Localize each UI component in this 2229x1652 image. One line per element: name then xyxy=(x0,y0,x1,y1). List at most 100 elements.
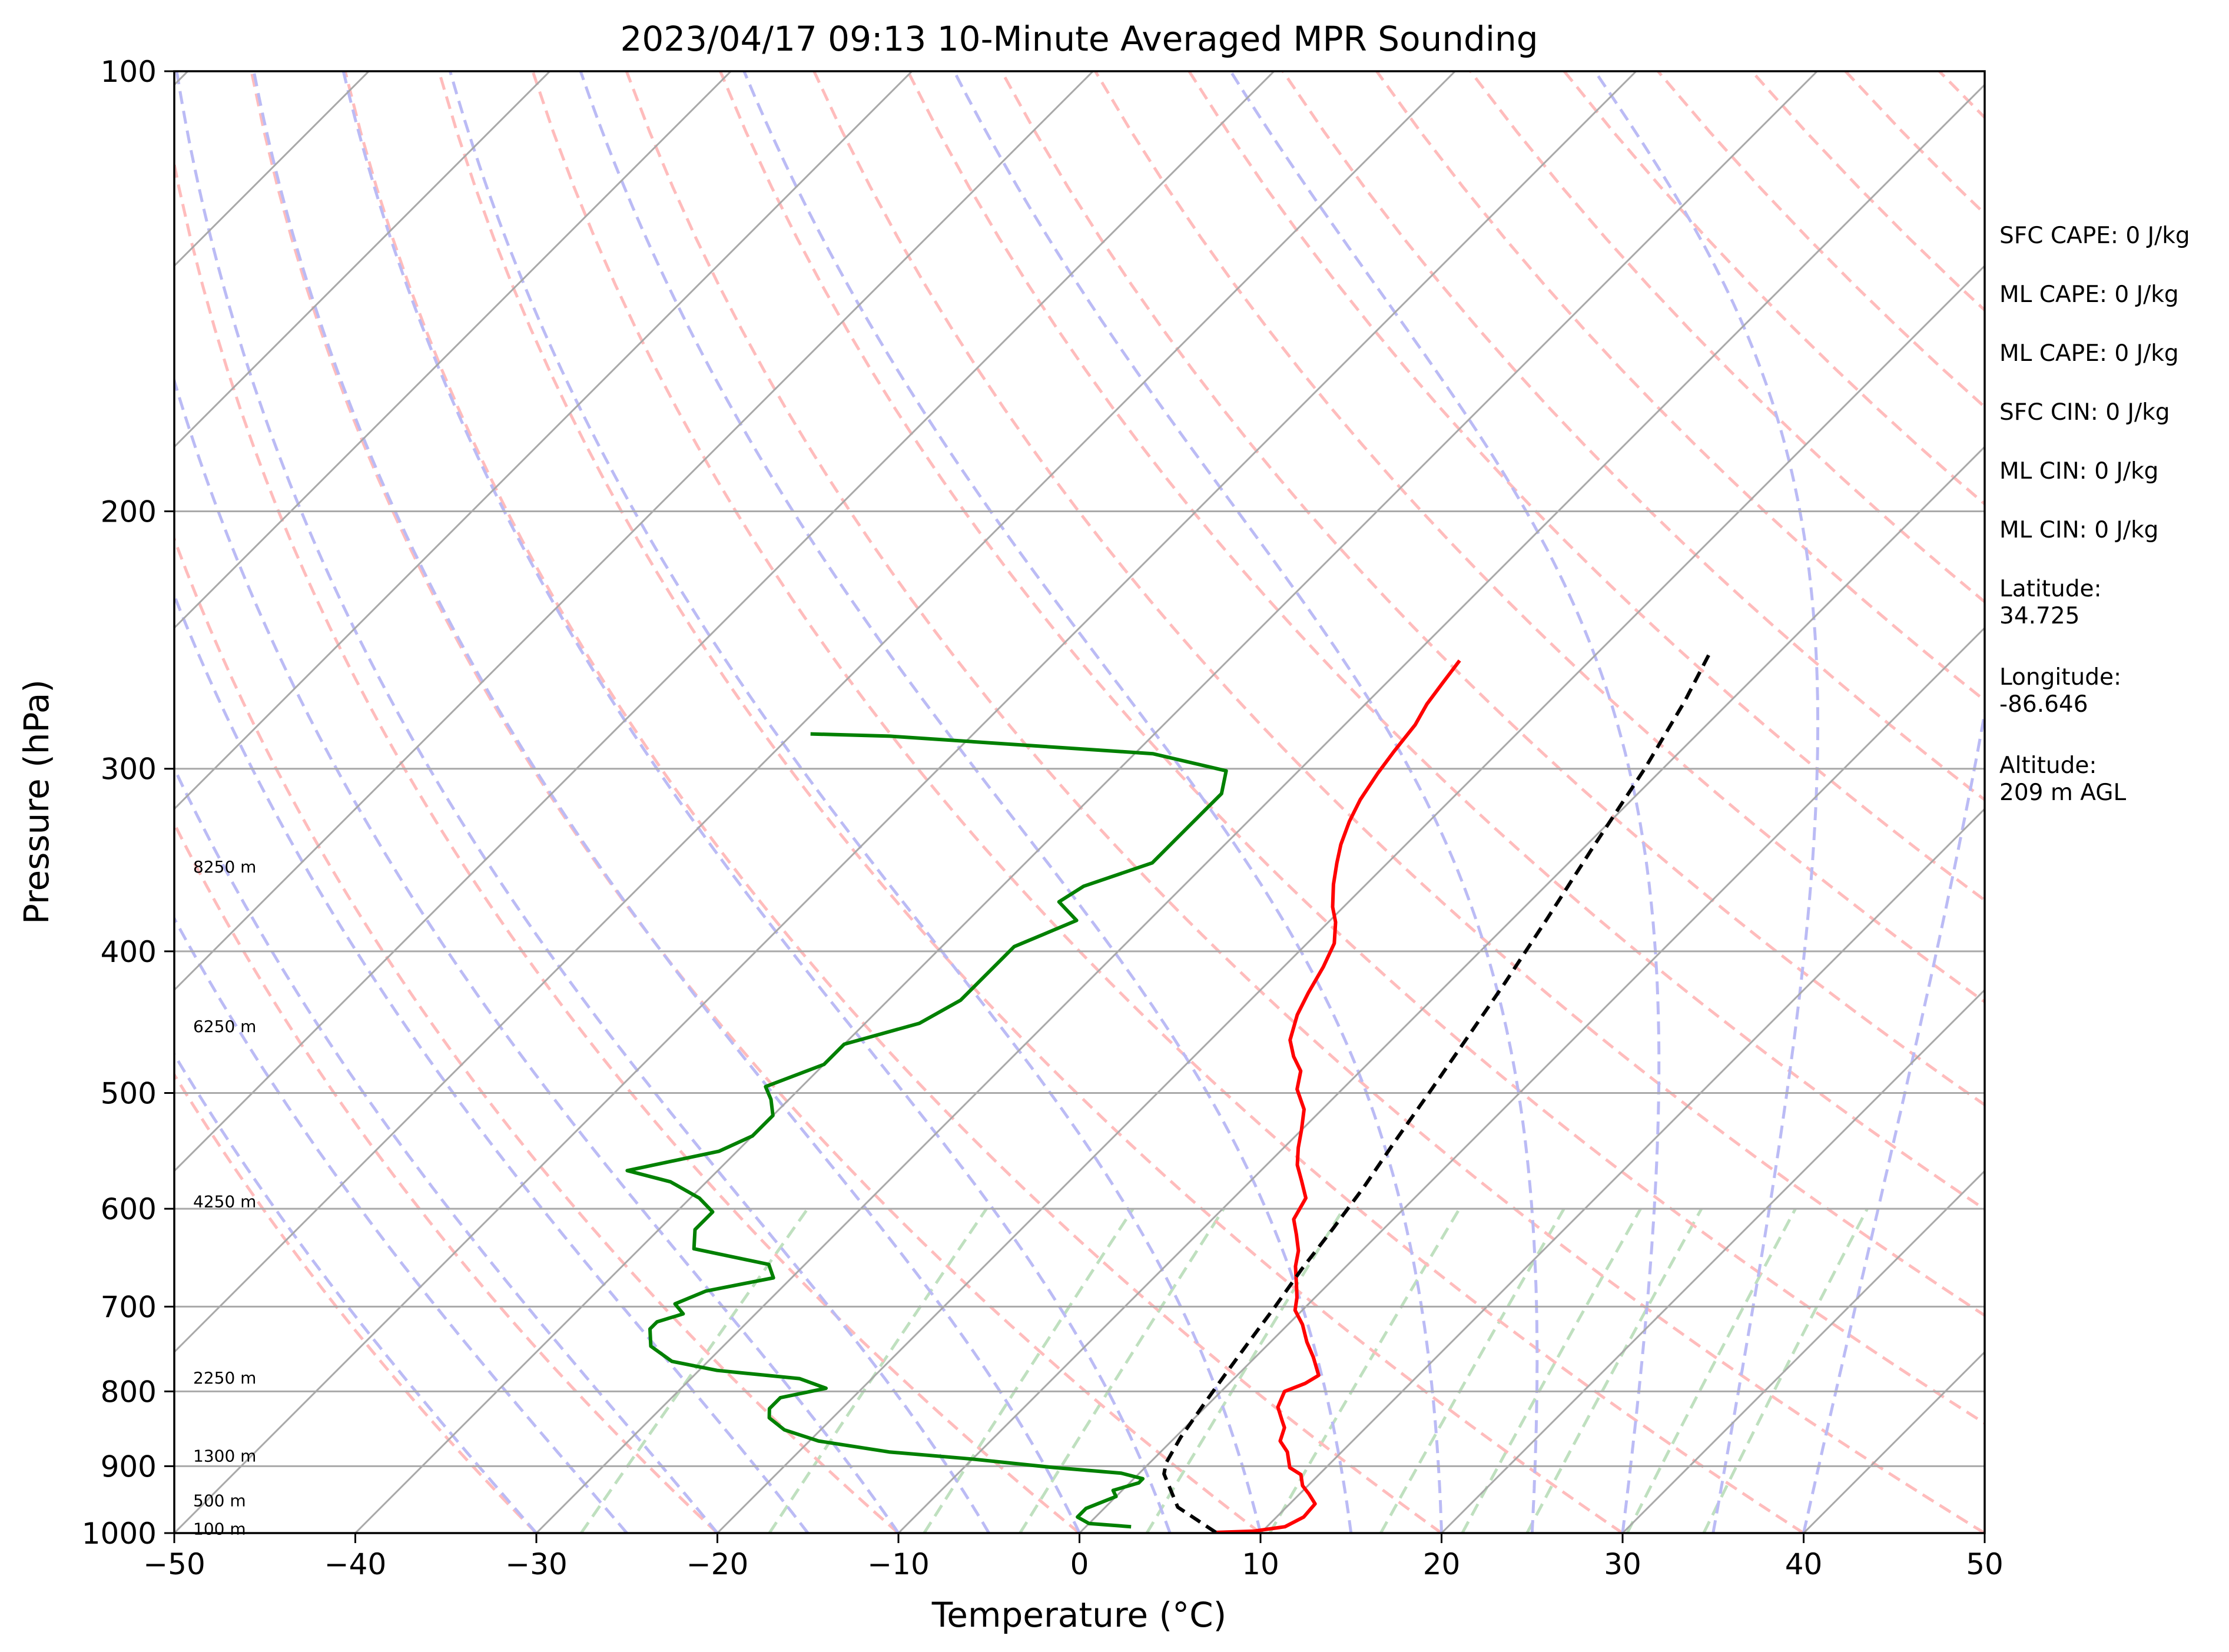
info-text: SFC CIN: 0 J/kg xyxy=(1999,399,2170,426)
mixing-ratio-line xyxy=(1626,1208,1797,1533)
dry-adiabat-line xyxy=(812,71,1985,1318)
parcel-profile-line xyxy=(1162,652,1711,1533)
isotherm-line xyxy=(897,445,1985,1533)
background-reference-lines xyxy=(174,71,1985,1533)
y-tick-label: 900 xyxy=(101,1449,157,1484)
dry-adiabat-lines xyxy=(174,71,1985,1533)
info-text: -86.646 xyxy=(1999,691,2088,718)
moist-adiabat-line xyxy=(449,71,1262,1533)
x-axis-label: Temperature (°C) xyxy=(931,1595,1227,1635)
isotherm-line xyxy=(174,71,1637,1533)
y-axis-label: Pressure (hPa) xyxy=(16,679,57,924)
moist-adiabat-line xyxy=(174,765,719,1533)
x-tick-label: −10 xyxy=(867,1547,930,1581)
isobar-lines xyxy=(174,510,1985,1467)
info-text: Longitude: xyxy=(1999,664,2121,691)
height-label: 2250 m xyxy=(193,1368,256,1388)
dry-adiabat-line xyxy=(1375,71,1985,702)
info-text: 34.725 xyxy=(1999,603,2079,629)
dry-adiabat-line xyxy=(174,820,719,1533)
info-text: ML CAPE: 0 J/kg xyxy=(1999,340,2179,367)
x-tick-label: −30 xyxy=(505,1547,568,1581)
sounding-profiles xyxy=(625,652,1711,1533)
y-axis-ticks: 100 200 300 400 500 600 700 800 900 1000 xyxy=(82,55,174,1551)
info-text: ML CAPE: 0 J/kg xyxy=(1999,281,2179,308)
isotherm-line xyxy=(174,71,1275,1173)
dry-adiabat-line xyxy=(174,157,1081,1533)
isotherm-line xyxy=(717,264,1985,1533)
moist-adiabat-line xyxy=(174,915,628,1533)
height-label: 4250 m xyxy=(193,1192,256,1211)
dry-adiabat-line xyxy=(343,71,1442,1533)
x-tick-label: 30 xyxy=(1604,1547,1641,1581)
height-label: 8250 m xyxy=(193,857,256,877)
dry-adiabat-line xyxy=(250,71,1262,1533)
moist-adiabat-line xyxy=(1229,71,1661,1533)
isotherm-line xyxy=(174,71,1094,991)
moist-adiabat-line xyxy=(175,71,990,1533)
moist-adiabat-line xyxy=(953,71,1539,1533)
info-text: SFC CAPE: 0 J/kg xyxy=(1999,223,2190,249)
info-text: Latitude: xyxy=(1999,576,2102,602)
dry-adiabat-line xyxy=(719,71,1985,1425)
y-tick-label: 800 xyxy=(101,1375,157,1409)
dry-adiabat-line xyxy=(531,71,1805,1533)
moist-adiabat-lines xyxy=(174,71,1985,1533)
y-tick-label: 500 xyxy=(101,1077,157,1111)
x-tick-label: 0 xyxy=(1070,1547,1089,1581)
isotherm-lines xyxy=(174,71,1985,1533)
isotherm-line xyxy=(1259,807,1985,1533)
y-tick-label: 1000 xyxy=(82,1517,157,1551)
isotherm-line xyxy=(1079,626,1985,1533)
x-axis-ticks: −50 −40 −30 −20 −10 0 10 20 30 40 50 xyxy=(143,1533,2004,1581)
x-tick-label: 20 xyxy=(1423,1547,1461,1581)
dry-adiabat-line xyxy=(1188,71,1985,903)
mixing-ratio-line xyxy=(1702,1208,1869,1533)
x-tick-label: −40 xyxy=(324,1547,387,1581)
y-tick-label: 300 xyxy=(101,752,157,787)
isotherm-line xyxy=(1621,1169,1985,1533)
info-text: Altitude: xyxy=(1999,752,2097,779)
y-tick-label: 100 xyxy=(101,55,157,89)
dry-adiabat-line xyxy=(174,1072,538,1533)
y-tick-label: 200 xyxy=(101,495,157,529)
x-tick-label: 40 xyxy=(1785,1547,1823,1581)
dewpoint-profile-line xyxy=(625,732,1228,1529)
height-label: 500 m xyxy=(193,1491,246,1511)
x-tick-label: −20 xyxy=(686,1547,749,1581)
y-tick-label: 700 xyxy=(101,1290,157,1324)
moist-adiabat-line xyxy=(1802,705,1985,1533)
info-text: ML CIN: 0 J/kg xyxy=(1999,517,2158,543)
y-tick-label: 400 xyxy=(101,935,157,969)
height-label: 6250 m xyxy=(193,1017,256,1036)
moist-adiabat-line xyxy=(174,1051,538,1533)
isotherm-line xyxy=(354,71,1818,1533)
height-label: 1300 m xyxy=(193,1446,256,1465)
isotherm-line xyxy=(174,71,1456,1354)
isotherm-line xyxy=(174,71,551,449)
isotherm-line xyxy=(1441,988,1985,1533)
sounding-info-panel: SFC CAPE: 0 J/kg ML CAPE: 0 J/kg ML CAPE: … xyxy=(1999,223,2190,806)
moist-adiabat-line xyxy=(174,375,900,1533)
dry-adiabat-line xyxy=(906,71,1985,1211)
moist-adiabat-line xyxy=(174,591,810,1533)
x-tick-label: 10 xyxy=(1242,1547,1279,1581)
info-text: 209 m AGL xyxy=(1999,779,2126,806)
temperature-profile-line xyxy=(1216,659,1461,1533)
height-label: 100 m xyxy=(193,1519,246,1538)
isotherm-line xyxy=(174,71,732,629)
dry-adiabat-line xyxy=(625,71,1985,1533)
moist-adiabat-line xyxy=(579,71,1353,1533)
isotherm-line xyxy=(535,83,1985,1533)
x-tick-label: −50 xyxy=(143,1547,205,1581)
x-tick-label: 50 xyxy=(1966,1547,2004,1581)
isotherm-line xyxy=(174,71,913,811)
y-tick-label: 600 xyxy=(101,1192,157,1226)
info-text: ML CIN: 0 J/kg xyxy=(1999,458,2158,485)
height-labels: 8250 m 6250 m 4250 m 2250 m 1300 m 500 m 100 m xyxy=(193,857,256,1539)
chart-title: 2023/04/17 09:13 10-Minute Averaged MPR … xyxy=(620,19,1538,59)
moist-adiabat-line xyxy=(341,71,1172,1533)
dry-adiabat-line xyxy=(1000,71,1985,1107)
